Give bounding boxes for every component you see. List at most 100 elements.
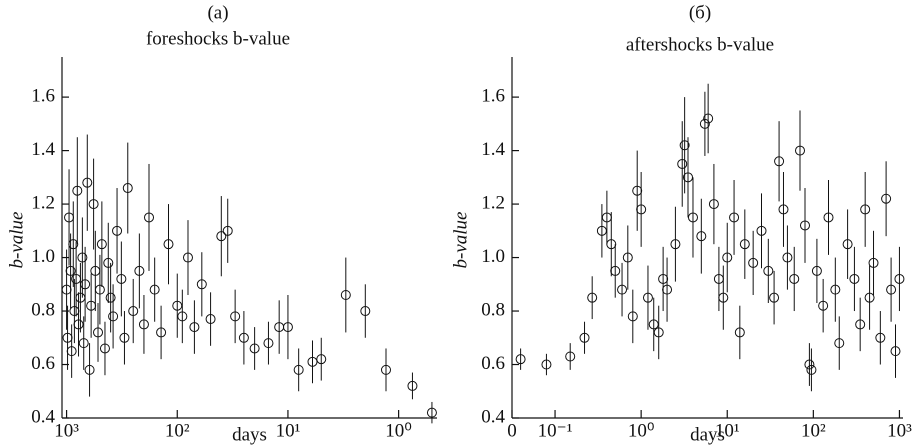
data-point (116, 273, 127, 284)
data-point (222, 225, 233, 236)
data-point (842, 239, 853, 250)
data-point (189, 322, 200, 333)
data-point (587, 292, 598, 303)
y-tick-label: 1.2 (31, 192, 55, 213)
y-tick-label: 0.8 (481, 299, 505, 320)
data-point (65, 265, 76, 276)
data-point (293, 364, 304, 375)
data-point (72, 185, 83, 196)
data-point (96, 239, 107, 250)
data-point (632, 185, 643, 196)
data-point (769, 292, 780, 303)
data-point (849, 273, 860, 284)
y-tick-label: 1.0 (31, 246, 55, 267)
data-point (610, 265, 621, 276)
chart-subtitle: foreshocks b-value (146, 28, 290, 49)
x-tick-label: 10¹ (715, 420, 740, 441)
y-tick-label: 1.2 (481, 192, 505, 213)
data-point (778, 204, 789, 215)
y-tick-label: 1.0 (481, 246, 505, 267)
data-point (756, 225, 767, 236)
data-point (864, 292, 875, 303)
x-tick-label: 10² (165, 420, 190, 441)
data-point (677, 158, 688, 169)
data-point (381, 364, 392, 375)
data-point (875, 332, 886, 343)
data-point (78, 338, 89, 349)
data-point (734, 327, 745, 338)
data-point (565, 351, 576, 362)
data-point (238, 332, 249, 343)
data-point (515, 354, 526, 365)
y-axis-label: b-value (6, 212, 27, 269)
data-point (868, 257, 879, 268)
chart-title: (a) (207, 2, 228, 23)
chart-subtitle: aftershocks b-value (626, 34, 774, 55)
data-point (119, 332, 130, 343)
data-point (830, 284, 841, 295)
y-tick-label: 0.6 (31, 353, 55, 374)
x-tick-label: 10³ (54, 420, 79, 441)
y-tick-label: 0.4 (31, 406, 55, 427)
data-point (163, 239, 174, 250)
x-tick-label: 10¹ (276, 420, 301, 441)
x-tick-label: 10² (801, 420, 826, 441)
y-tick-label: 1.4 (481, 139, 505, 160)
data-point (172, 300, 183, 311)
data-point (662, 284, 673, 295)
data-point (834, 338, 845, 349)
data-point (282, 322, 293, 333)
data-point (763, 265, 774, 276)
data-point (263, 338, 274, 349)
y-tick-label: 0.6 (481, 353, 505, 374)
y-tick-label: 1.6 (481, 85, 505, 106)
data-point (316, 354, 327, 365)
data-point (636, 204, 647, 215)
data-point (82, 177, 93, 188)
y-tick-label: 0.4 (481, 406, 505, 427)
data-point (149, 284, 160, 295)
data-point (894, 273, 905, 284)
y-tick-label: 0.8 (31, 299, 55, 320)
data-point (196, 279, 207, 290)
data-point (216, 231, 227, 242)
data-point (249, 343, 260, 354)
data-point (77, 252, 88, 263)
data-point (205, 314, 216, 325)
data-point (823, 212, 834, 223)
data-point (103, 257, 114, 268)
y-tick-label: 1.4 (31, 139, 55, 160)
data-point (360, 306, 371, 317)
data-point (88, 199, 99, 210)
data-point (112, 225, 123, 236)
data-point (804, 359, 815, 370)
data-point (99, 343, 110, 354)
x-tick-label: 10⁻¹ (538, 420, 573, 441)
data-point (122, 183, 133, 194)
data-point (108, 311, 119, 322)
data-point (653, 327, 664, 338)
data-point (806, 364, 817, 375)
data-point (860, 204, 871, 215)
data-point (407, 380, 418, 391)
data-point (739, 239, 750, 250)
data-point (774, 156, 785, 167)
data-point (687, 212, 698, 223)
data-point (182, 252, 193, 263)
data-point (890, 346, 901, 357)
y-axis-label: b-value (450, 212, 471, 269)
data-point (627, 311, 638, 322)
data-point (622, 252, 633, 263)
data-point (795, 145, 806, 156)
data-point (73, 319, 84, 330)
data-point (748, 257, 759, 268)
x-tick-label: 10⁰ (628, 420, 655, 441)
x-tick-label: 0 (507, 420, 517, 441)
x-tick-label: 10⁰ (385, 420, 412, 441)
data-point (658, 273, 669, 284)
data-point (156, 327, 167, 338)
data-point (84, 364, 95, 375)
data-point (818, 300, 829, 311)
data-point (80, 279, 91, 290)
